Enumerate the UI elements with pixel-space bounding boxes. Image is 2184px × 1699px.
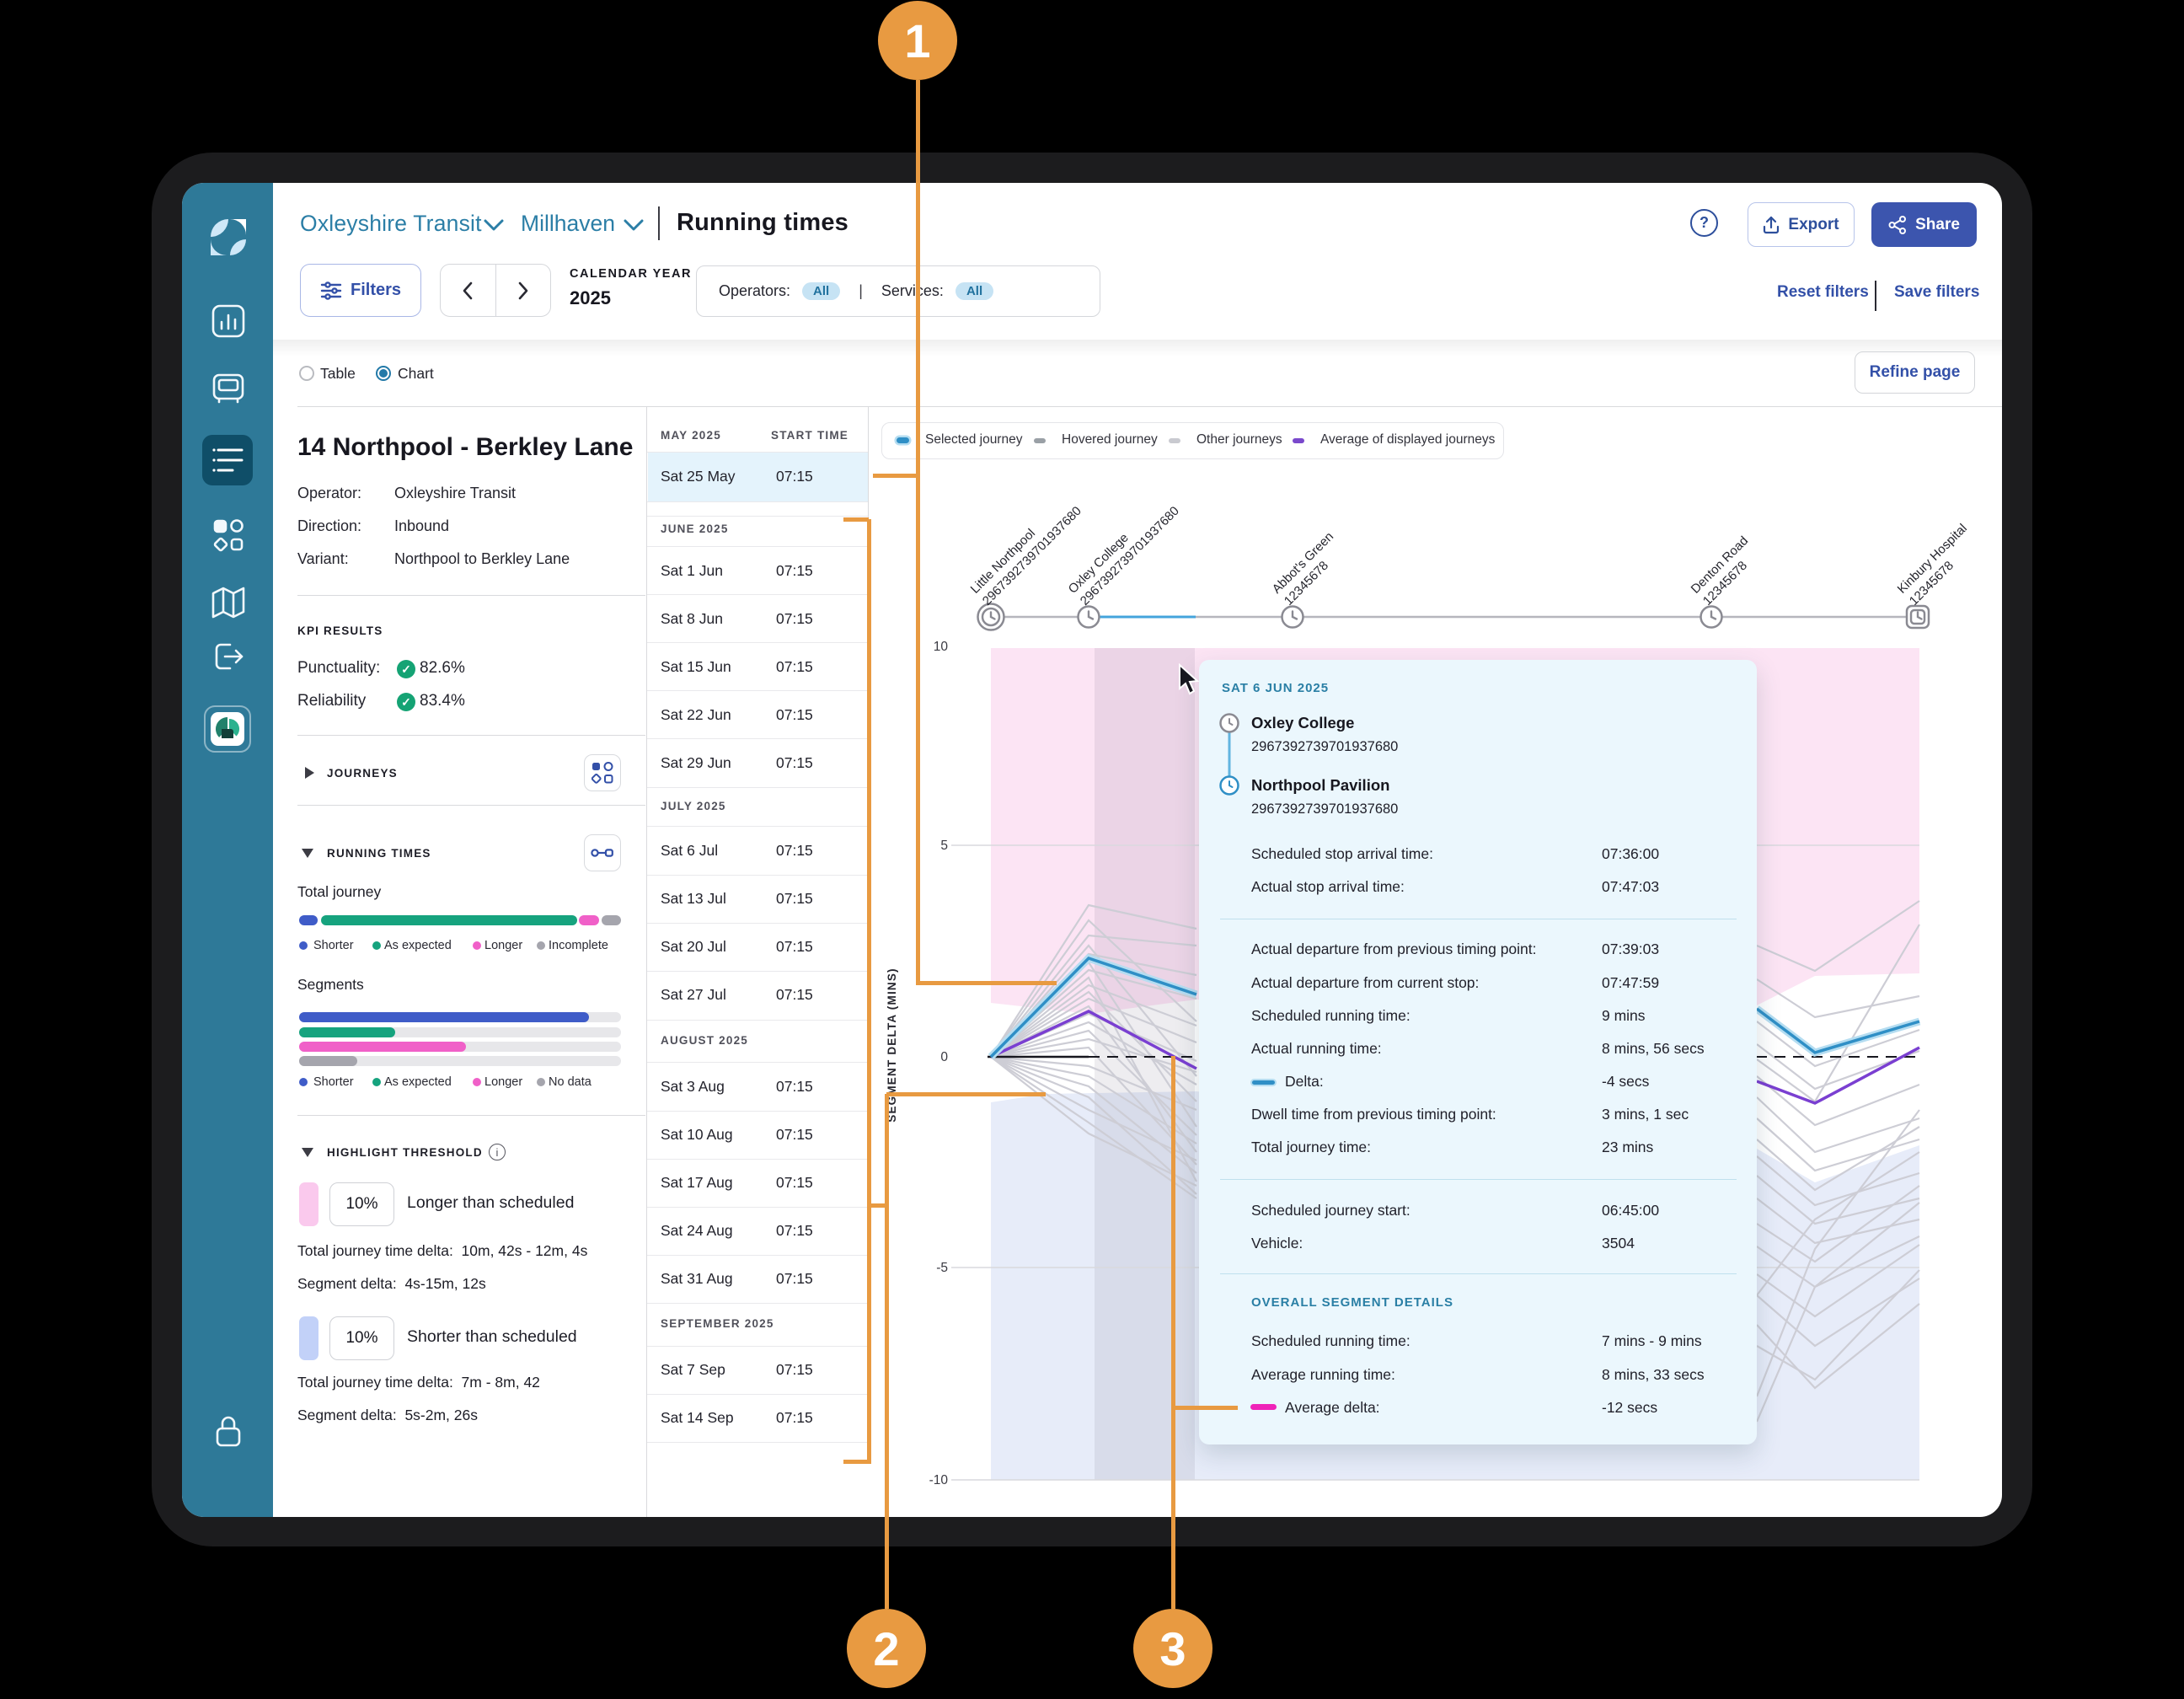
svg-text:SEGMENT DELTA (MINS): SEGMENT DELTA (MINS) — [886, 967, 898, 1123]
svg-text:2967392739701937680: 2967392739701937680 — [1078, 504, 1182, 608]
svg-text:5: 5 — [940, 839, 948, 853]
svg-text:0: 0 — [940, 1050, 948, 1064]
svg-text:-10: -10 — [929, 1473, 949, 1487]
svg-text:2967392739701937680: 2967392739701937680 — [980, 504, 1084, 608]
svg-text:-5: -5 — [936, 1261, 948, 1275]
svg-text:10: 10 — [934, 640, 949, 654]
